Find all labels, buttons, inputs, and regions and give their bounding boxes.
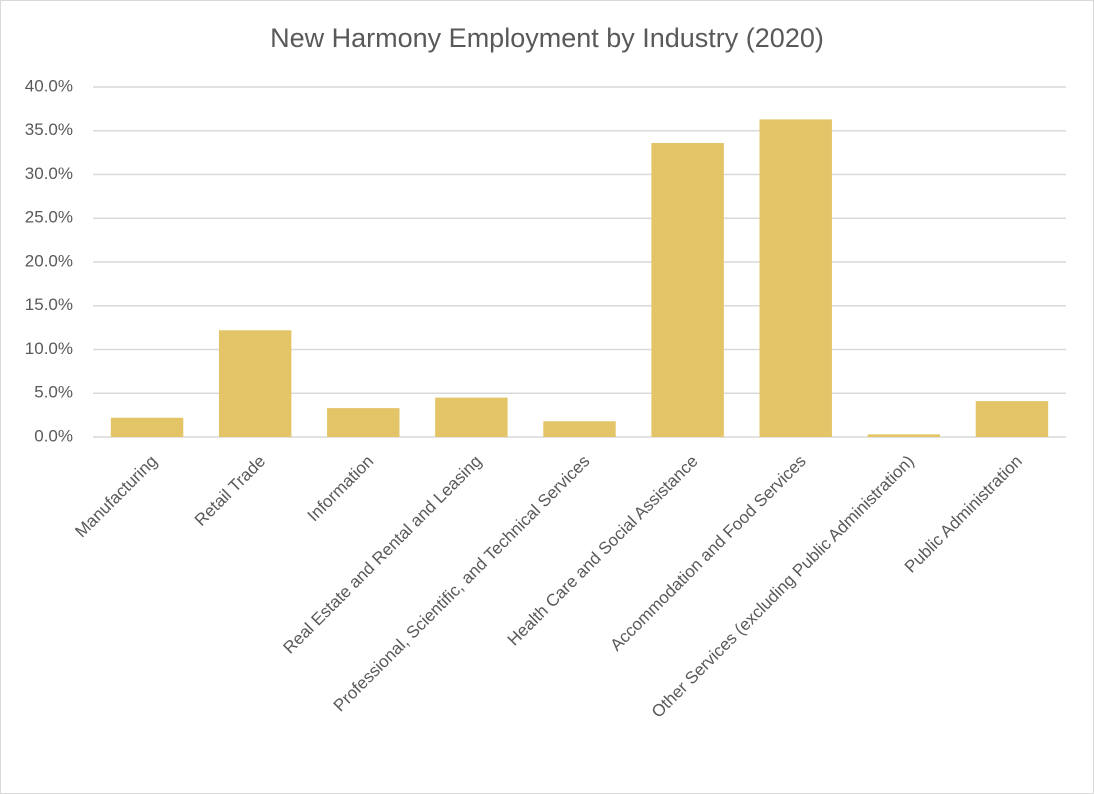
bar xyxy=(975,401,1049,437)
bar xyxy=(435,397,508,437)
y-tick-label: 35.0% xyxy=(25,120,73,139)
y-tick-label: 0.0% xyxy=(34,426,73,445)
bar xyxy=(651,143,724,437)
y-tick-label: 30.0% xyxy=(25,164,73,183)
bar xyxy=(110,417,184,437)
bar xyxy=(759,119,832,437)
y-tick-label: 5.0% xyxy=(34,383,73,402)
chart-title: New Harmony Employment by Industry (2020… xyxy=(270,23,824,53)
bar xyxy=(218,330,292,437)
bar xyxy=(543,421,616,437)
y-tick-label: 20.0% xyxy=(25,251,73,270)
y-tick-label: 25.0% xyxy=(25,208,73,227)
bar xyxy=(867,434,941,437)
y-tick-label: 10.0% xyxy=(25,339,73,358)
bar xyxy=(327,408,400,437)
y-tick-label: 15.0% xyxy=(25,295,73,314)
y-tick-label: 40.0% xyxy=(25,76,73,95)
